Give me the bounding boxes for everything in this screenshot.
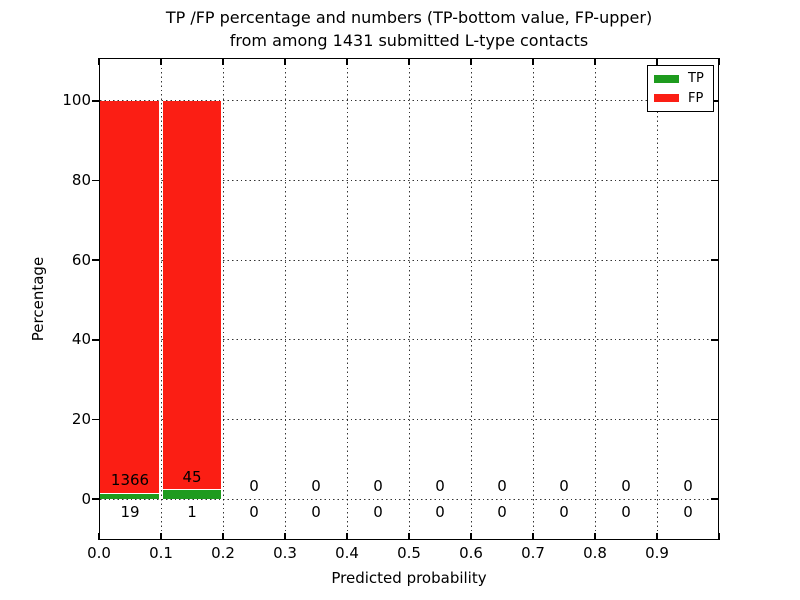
x-tick-label: 0.8 [583, 544, 607, 562]
y-tick-label: 100 [62, 91, 91, 110]
y-tick-mark [92, 339, 99, 341]
fp-legend-label: FP [688, 90, 704, 106]
tp-legend-swatch [654, 74, 679, 83]
legend-item-fp: FP [648, 91, 713, 106]
legend-item-tp: TP [648, 71, 713, 86]
plot-border [99, 58, 719, 540]
x-tick-label: 0.7 [521, 544, 545, 562]
y-tick-mark [92, 259, 99, 261]
x-tick-label: 0.0 [87, 544, 111, 562]
x-axis-label: Predicted probability [331, 569, 487, 587]
x-tick-label: 0.2 [211, 544, 235, 562]
y-axis-label: Percentage [29, 256, 47, 342]
legend: TP FP [647, 65, 714, 112]
x-tick-label: 0.3 [273, 544, 297, 562]
chart-title: TP /FP percentage and numbers (TP-bottom… [99, 6, 719, 52]
y-tick-label: 0 [81, 489, 91, 508]
x-tick-label: 0.4 [335, 544, 359, 562]
chart-title-line2: from among 1431 submitted L-type contact… [229, 31, 589, 50]
x-tick-label: 0.9 [645, 544, 669, 562]
x-tick-label: 0.5 [397, 544, 421, 562]
tp-legend-label: TP [688, 71, 704, 87]
y-tick-mark [92, 498, 99, 500]
y-tick-mark [92, 179, 99, 182]
fp-legend-swatch [654, 94, 679, 103]
y-tick-mark [92, 100, 99, 102]
y-tick-label: 20 [71, 409, 91, 428]
y-tick-mark [92, 418, 99, 421]
chart-title-line1: TP /FP percentage and numbers (TP-bottom… [165, 8, 653, 27]
x-tick-label: 0.1 [149, 544, 173, 562]
y-tick-label: 80 [71, 171, 91, 190]
x-tick-label: 0.6 [459, 544, 483, 562]
